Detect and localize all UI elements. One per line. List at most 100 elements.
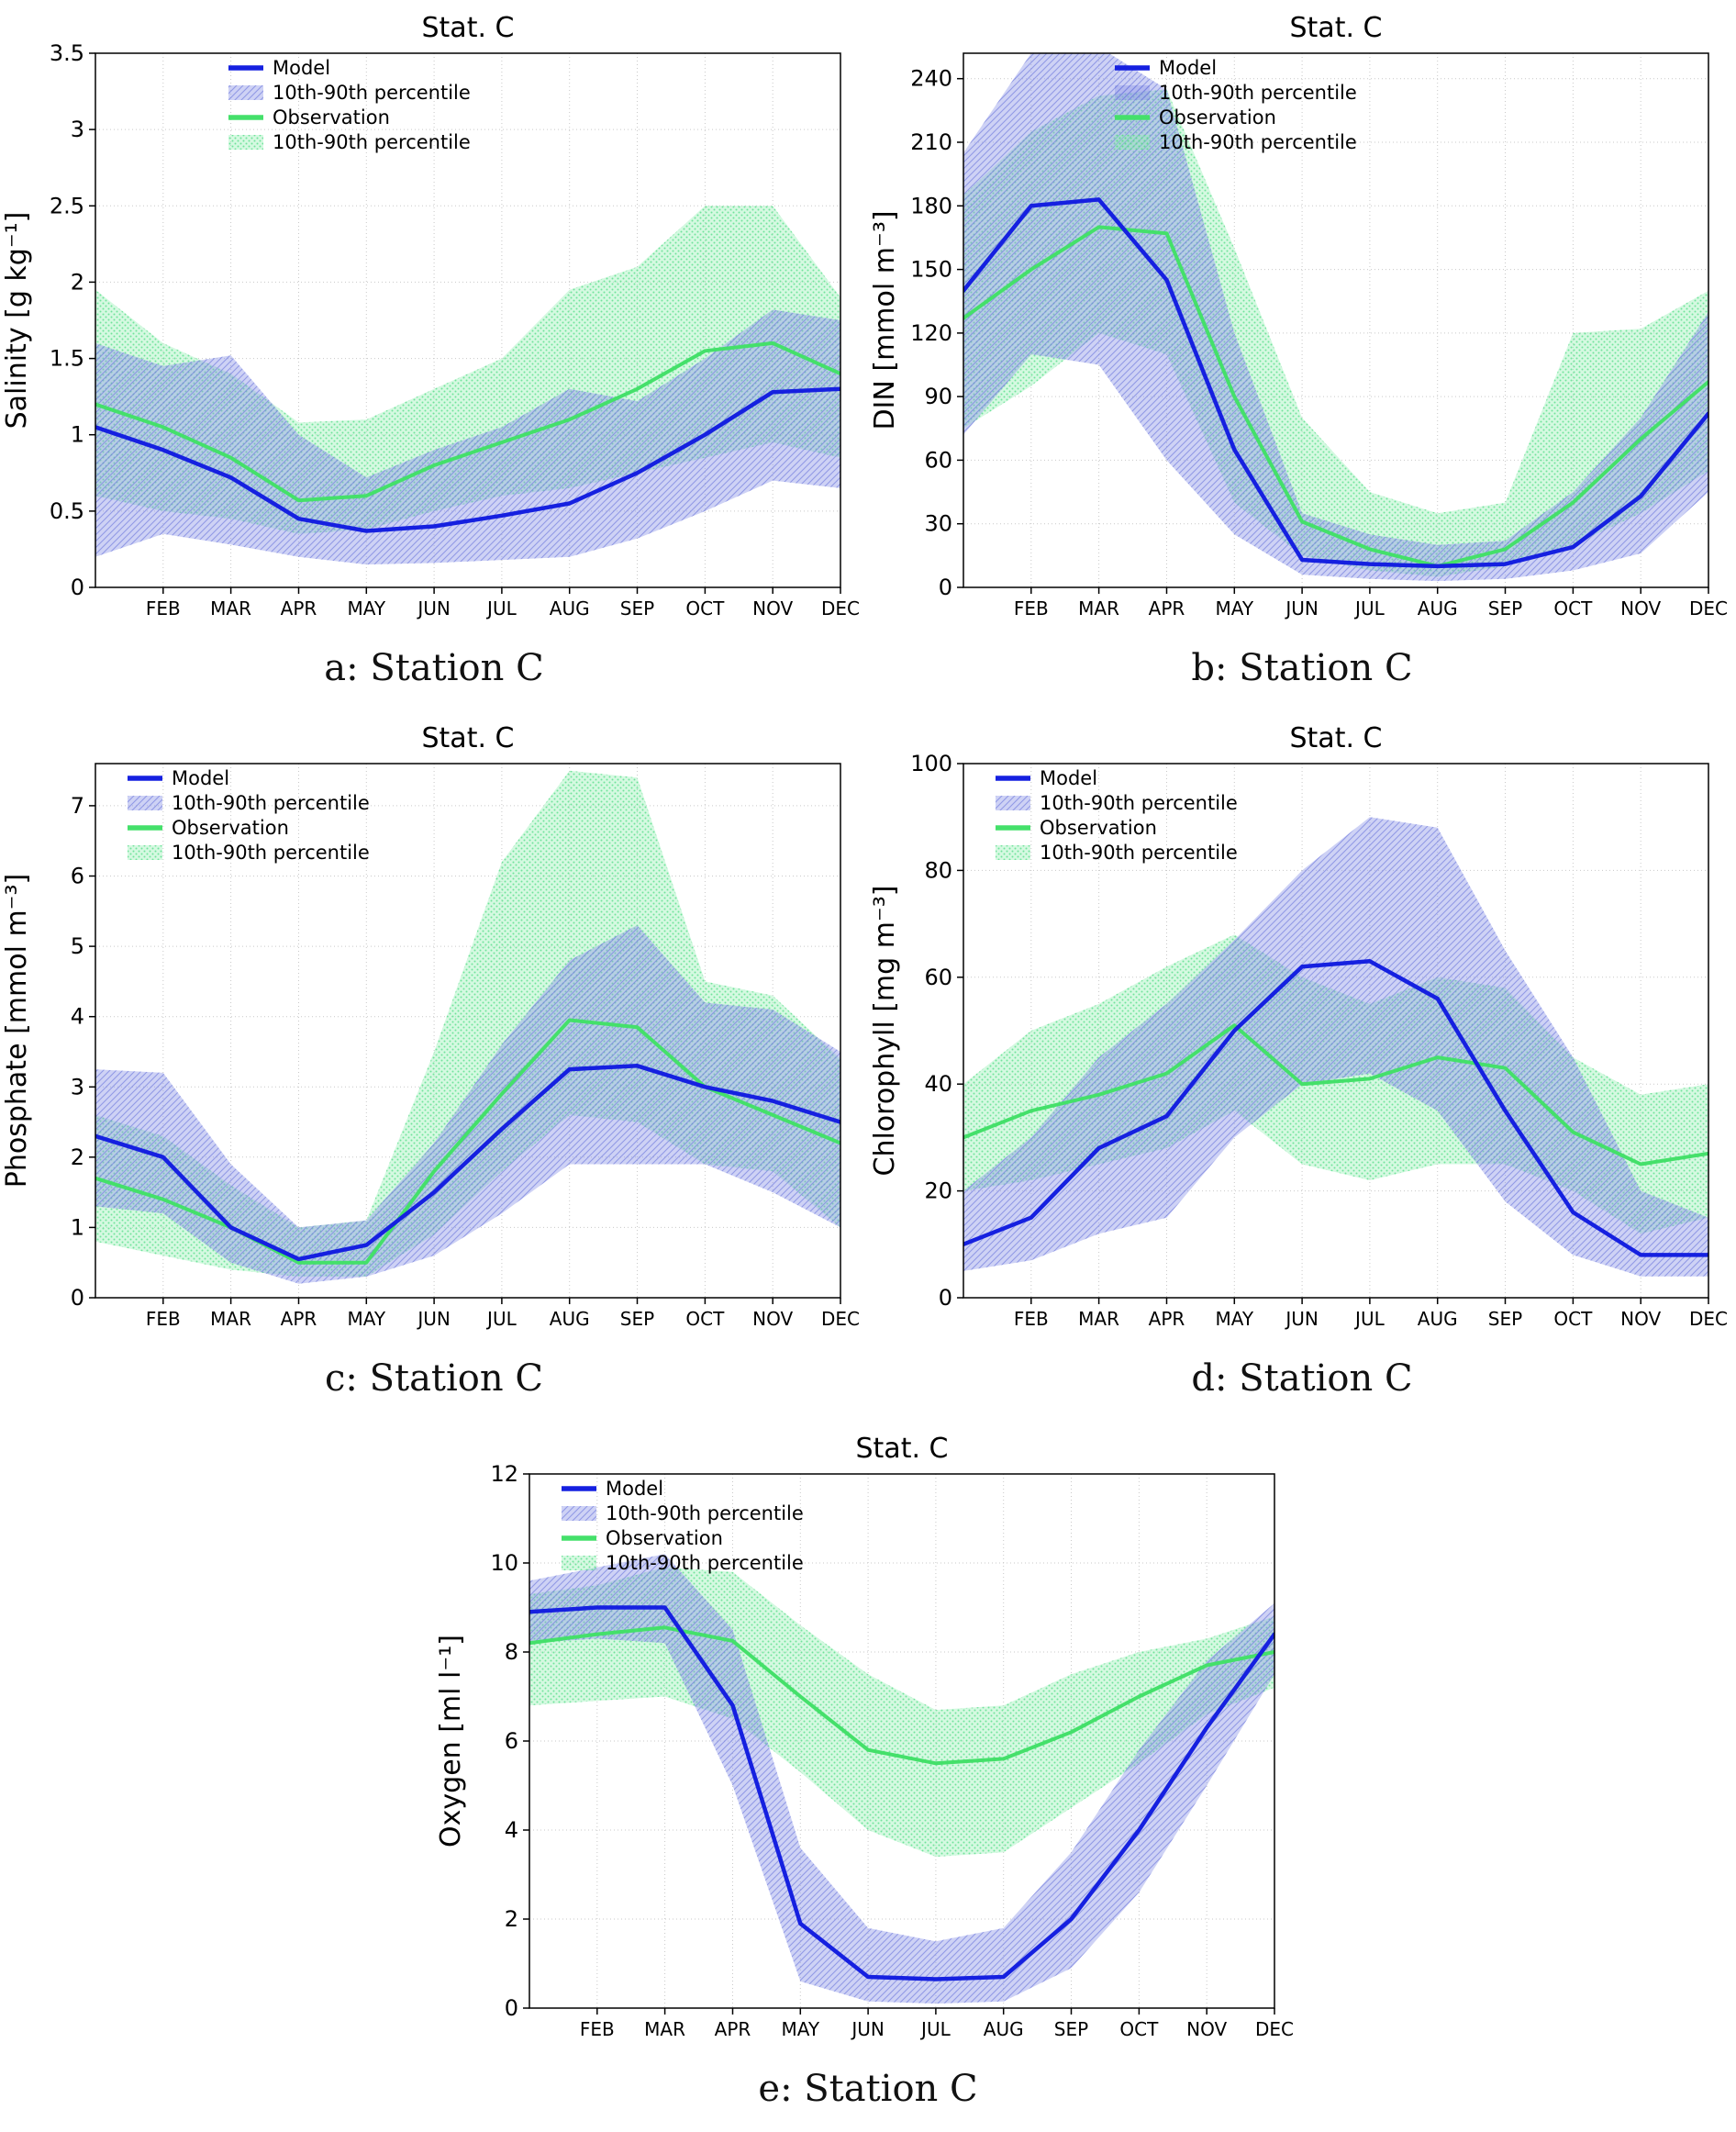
row-2: 0 1 2 3 4 5 6 7 FEB MAR APR MAY JUN JUL AUG SEP OCT NOV DE… <box>0 718 1736 1415</box>
model-percentile-band <box>963 817 1708 1277</box>
x-tick-label: OCT <box>1119 2018 1159 2040</box>
x-tick-label: AUG <box>550 597 590 620</box>
x-tick-label: DEC <box>821 1308 860 1330</box>
legend-label: 10th-90th percentile <box>1040 842 1238 864</box>
chart-chlorophyll: 0 20 40 60 80 100 FEB MAR APR MAY JUN JUL AUG SEP OCT N… <box>869 722 1728 1330</box>
y-tick-label: 0 <box>939 1285 952 1311</box>
y-tick-label: 10 <box>490 1550 518 1576</box>
x-tick-label: JUL <box>485 597 517 620</box>
y-tick-label: 0 <box>505 1995 518 2021</box>
caption-b: b: Station C <box>1191 647 1413 689</box>
x-tick-label: JUN <box>850 2018 885 2040</box>
x-tick-label: APR <box>281 1308 317 1330</box>
panel-a: 0 0.5 1 1.5 2 2.5 3 3.5 FEB MAR APR MAY JUN JUL AUG SEP… <box>0 7 868 705</box>
observation-line <box>963 225 1708 568</box>
chart-title: Stat. C <box>1290 12 1383 44</box>
y-tick-label: 7 <box>71 793 84 819</box>
panel-e: 0 2 4 6 8 10 12 FEB MAR APR MAY JUN JUL AUG SEP OCT NOV D… <box>434 1428 1302 2126</box>
x-tick-label: JUL <box>1353 1308 1385 1330</box>
legend-label: 10th-90th percentile <box>273 82 471 104</box>
y-tick-label: 240 <box>910 66 952 92</box>
plot-border <box>963 763 1709 1299</box>
x-tick-label: MAR <box>210 597 251 620</box>
x-tick-label: NOV <box>752 1308 793 1330</box>
x-tick-label: FEB <box>146 597 181 620</box>
x-tick-label: AUG <box>550 1308 590 1330</box>
y-tick-label: 0 <box>71 575 84 600</box>
observation-line <box>963 1023 1708 1166</box>
x-tick-label: NOV <box>752 597 793 620</box>
y-tick-label: 40 <box>924 1071 952 1097</box>
y-axis-label: Phosphate [mmol m⁻³] <box>1 874 33 1188</box>
x-tick-label: MAY <box>347 1308 385 1330</box>
x-tick-label: APR <box>715 2018 751 2040</box>
y-tick-label: 2 <box>71 269 84 295</box>
legend-label: Model <box>172 767 229 789</box>
x-tick-label: NOV <box>1620 1308 1661 1330</box>
model-line <box>95 1064 840 1262</box>
y-tick-label: 4 <box>505 1817 518 1843</box>
y-tick-label: 2 <box>505 1906 518 1932</box>
x-tick-label: MAR <box>1078 597 1119 620</box>
x-tick-label: FEB <box>1014 597 1049 620</box>
legend-label: 10th-90th percentile <box>273 131 471 153</box>
caption-d: d: Station C <box>1191 1357 1413 1400</box>
y-tick-label: 80 <box>924 857 952 883</box>
x-tick-label: MAR <box>210 1308 251 1330</box>
legend-label: Observation <box>606 1527 723 1549</box>
legend-swatch-model-percentile <box>128 796 162 810</box>
x-tick-label: MAY <box>347 597 385 620</box>
y-axis-label: DIN [mmol m⁻³] <box>869 210 901 430</box>
y-tick-label: 90 <box>924 384 952 409</box>
x-tick-label: OCT <box>1553 597 1593 620</box>
x-tick-label: SEP <box>620 1308 654 1330</box>
x-tick-label: APR <box>1149 1308 1185 1330</box>
y-tick-label: 0.5 <box>50 498 84 524</box>
y-tick-label: 3.5 <box>50 40 84 66</box>
caption-e: e: Station C <box>758 2068 978 2110</box>
model-percentile-band <box>963 53 1708 582</box>
plot-border <box>963 52 1709 588</box>
panel-d: 0 20 40 60 80 100 FEB MAR APR MAY JUN JUL AUG SEP OCT N… <box>868 718 1736 1415</box>
legend-swatch-observation-percentile <box>228 135 263 150</box>
x-tick-label: MAY <box>1215 597 1253 620</box>
chart-salinity: 0 0.5 1 1.5 2 2.5 3 3.5 FEB MAR APR MAY JUN JUL AUG SEP… <box>1 12 860 620</box>
y-tick-label: 180 <box>910 193 952 218</box>
x-tick-label: FEB <box>146 1308 181 1330</box>
y-tick-label: 6 <box>71 864 84 889</box>
panel-b: 0 30 60 90 120 150 180 210 240 FEB MAR APR MAY JUN JUL… <box>868 7 1736 705</box>
x-tick-label: JUN <box>416 597 451 620</box>
x-tick-label: FEB <box>580 2018 615 2040</box>
model-line <box>529 1605 1274 1981</box>
caption-a: a: Station C <box>324 647 544 689</box>
x-tick-label: SEP <box>620 597 654 620</box>
model-percentile-band <box>95 925 840 1284</box>
legend-label: Observation <box>1040 817 1157 839</box>
panel-c: 0 1 2 3 4 5 6 7 FEB MAR APR MAY JUN JUL AUG SEP OCT NOV DE… <box>0 718 868 1415</box>
y-tick-label: 4 <box>71 1004 84 1030</box>
y-tick-label: 3 <box>71 1074 84 1099</box>
x-tick-label: JUN <box>416 1308 451 1330</box>
observation-line <box>95 1018 840 1265</box>
caption-c: c: Station C <box>325 1357 543 1400</box>
x-tick-label: APR <box>281 597 317 620</box>
legend-label: 10th-90th percentile <box>1159 131 1357 153</box>
plot-border <box>95 52 841 588</box>
y-tick-label: 2 <box>71 1144 84 1170</box>
legend-swatch-observation-percentile <box>128 845 162 860</box>
y-tick-label: 3 <box>71 117 84 142</box>
y-tick-label: 210 <box>910 129 952 155</box>
x-tick-label: MAY <box>1215 1308 1253 1330</box>
x-tick-label: MAY <box>781 2018 819 2040</box>
chart-title: Stat. C <box>422 722 515 754</box>
observation-line <box>95 340 840 503</box>
model-percentile-band <box>529 1554 1274 2004</box>
y-tick-label: 30 <box>924 511 952 537</box>
chart-title: Stat. C <box>856 1433 949 1465</box>
legend-label: Observation <box>172 817 289 839</box>
legend-label: 10th-90th percentile <box>172 842 370 864</box>
row-3: 0 2 4 6 8 10 12 FEB MAR APR MAY JUN JUL AUG SEP OCT NOV D… <box>0 1428 1736 2126</box>
y-tick-label: 150 <box>910 257 952 283</box>
x-tick-label: JUN <box>1284 597 1319 620</box>
